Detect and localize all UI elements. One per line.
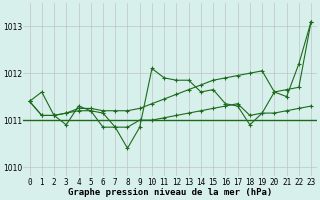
X-axis label: Graphe pression niveau de la mer (hPa): Graphe pression niveau de la mer (hPa) [68,188,272,197]
